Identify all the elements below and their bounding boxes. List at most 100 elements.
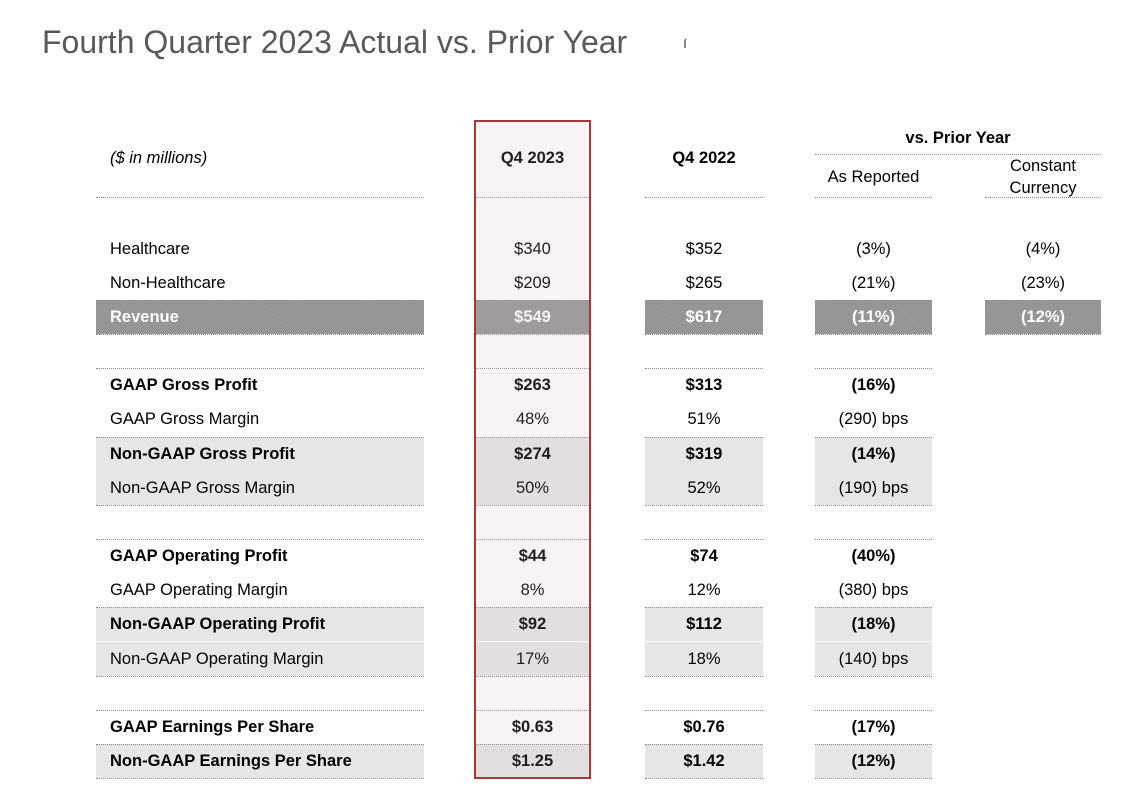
cell-q4-2022: $1.42 xyxy=(683,751,725,770)
row-divider xyxy=(645,368,763,369)
row-shade xyxy=(96,744,424,778)
row-divider xyxy=(815,197,932,198)
col-header-as-reported: As Reported xyxy=(827,167,920,186)
row-divider xyxy=(474,197,591,198)
row-divider xyxy=(474,437,591,438)
row-divider xyxy=(96,744,424,745)
row-shade xyxy=(645,642,763,676)
title-truncation-mark xyxy=(684,38,689,48)
cell-constant-currency: (4%) xyxy=(1025,239,1061,258)
row-label: Non-GAAP Gross Profit xyxy=(110,444,295,463)
row-divider xyxy=(96,676,424,677)
row-divider xyxy=(96,197,424,198)
row-divider xyxy=(96,505,424,506)
row-shade xyxy=(96,437,424,471)
row-divider xyxy=(815,368,932,369)
row-divider xyxy=(815,334,932,335)
row-divider xyxy=(645,505,763,506)
cell-q4-2023: $209 xyxy=(514,273,551,292)
row-divider xyxy=(474,676,591,677)
cell-q4-2022: $319 xyxy=(685,444,723,463)
row-shade xyxy=(815,642,932,676)
row-divider xyxy=(474,334,591,335)
cell-as-reported: (16%) xyxy=(851,375,896,394)
cell-q4-2022: 18% xyxy=(687,649,721,668)
cell-q4-2023: $44 xyxy=(518,546,547,565)
row-label: Healthcare xyxy=(110,239,190,258)
row-label: Non-Healthcare xyxy=(110,273,226,292)
row-shade xyxy=(645,437,763,471)
page-title: Fourth Quarter 2023 Actual vs. Prior Yea… xyxy=(42,24,628,60)
row-divider xyxy=(474,744,591,745)
row-divider xyxy=(985,197,1101,198)
row-divider xyxy=(645,539,763,540)
cell-as-reported: (12%) xyxy=(851,751,896,770)
row-divider xyxy=(96,607,424,608)
revenue-band xyxy=(985,300,1101,334)
cell-q4-2023: 17% xyxy=(515,649,550,668)
cell-as-reported: (17%) xyxy=(851,717,896,736)
header-divider xyxy=(815,154,1101,155)
col-header-vs-prior-year: vs. Prior Year xyxy=(905,128,1011,147)
cell-as-reported: (380) bps xyxy=(838,580,909,599)
col-header-constant-currency-line1: Constant xyxy=(1009,156,1077,175)
cell-q4-2022: $313 xyxy=(685,375,723,394)
row-divider xyxy=(815,437,932,438)
col-header-constant-currency-line2: Currency xyxy=(1009,178,1077,197)
cell-as-reported: (18%) xyxy=(851,614,896,633)
revenue-band xyxy=(474,300,591,334)
q4-2023-highlight-frame xyxy=(474,120,591,779)
cell-q4-2023: $340 xyxy=(514,239,551,258)
cell-q4-2022: $265 xyxy=(685,273,723,292)
cell-q4-2022: 52% xyxy=(687,478,721,497)
cell-as-reported: (3%) xyxy=(856,239,891,258)
cell-as-reported: (290) bps xyxy=(838,409,909,428)
cell-as-reported: (140) bps xyxy=(838,649,909,668)
row-divider xyxy=(645,710,763,711)
row-divider xyxy=(645,300,763,301)
row-label: GAAP Operating Profit xyxy=(110,546,288,565)
row-shade xyxy=(815,437,932,471)
row-divider xyxy=(96,778,424,779)
cell-as-reported: (11%) xyxy=(851,307,896,326)
row-shade xyxy=(645,744,763,778)
cell-q4-2023: 48% xyxy=(515,409,550,428)
row-label: GAAP Operating Margin xyxy=(110,580,288,599)
row-divider xyxy=(815,505,932,506)
row-divider xyxy=(474,300,591,301)
row-divider xyxy=(474,607,591,608)
row-label: GAAP Gross Margin xyxy=(110,409,260,428)
row-divider xyxy=(815,778,932,779)
cell-q4-2022: $0.76 xyxy=(683,717,725,736)
cell-q4-2023: $549 xyxy=(514,307,551,326)
row-divider xyxy=(474,368,591,369)
row-label: GAAP Earnings Per Share xyxy=(110,717,315,736)
row-shade xyxy=(815,744,932,778)
row-divider xyxy=(645,607,763,608)
cell-as-reported: (14%) xyxy=(851,444,896,463)
cell-q4-2023: 8% xyxy=(520,580,545,599)
row-divider xyxy=(96,368,424,369)
cell-q4-2023: $263 xyxy=(514,375,551,394)
row-divider xyxy=(474,710,591,711)
row-divider xyxy=(96,300,424,301)
row-shade xyxy=(96,607,424,641)
row-label: Non-GAAP Earnings Per Share xyxy=(110,751,352,770)
row-divider xyxy=(645,197,763,198)
row-shade xyxy=(645,607,763,641)
cell-q4-2023: $0.63 xyxy=(511,717,554,736)
row-shade xyxy=(96,642,424,676)
row-divider xyxy=(815,300,932,301)
cell-q4-2022: $352 xyxy=(685,239,723,258)
row-shade xyxy=(645,471,763,505)
row-divider xyxy=(474,539,591,540)
row-shade xyxy=(474,437,591,471)
row-divider xyxy=(815,676,932,677)
cell-q4-2022: $617 xyxy=(685,307,723,326)
col-header-q4-2022: Q4 2022 xyxy=(672,148,736,167)
row-shade xyxy=(474,607,591,641)
cell-constant-currency: (23%) xyxy=(1020,273,1065,292)
cell-q4-2023: $92 xyxy=(518,614,547,633)
cell-q4-2022: 51% xyxy=(687,409,721,428)
units-label: ($ in millions) xyxy=(110,148,208,167)
